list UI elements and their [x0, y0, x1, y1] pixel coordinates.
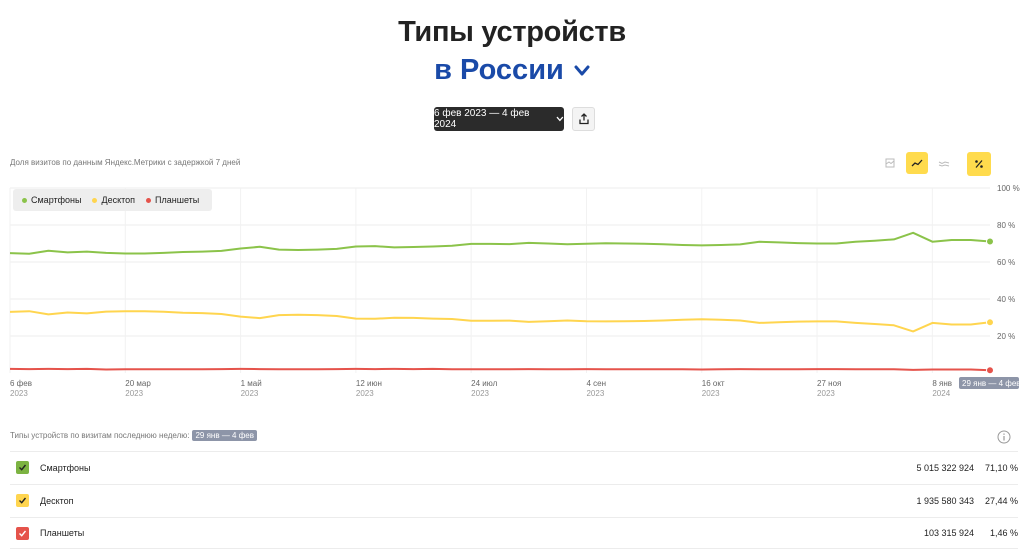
legend-dot-tablets [146, 197, 152, 203]
checkbox-desktop[interactable] [16, 494, 29, 507]
stacked-chart-icon [938, 161, 950, 167]
series-line-2 [9, 367, 991, 372]
x-tick-label: 4 сен [586, 379, 606, 388]
y-tick-label: 40 % [997, 295, 1015, 304]
chart-type-area-button[interactable] [879, 152, 901, 174]
table-row: Десктоп 1 935 580 343 27,44 % [10, 484, 1018, 516]
x-tick-year: 2023 [10, 389, 28, 398]
y-tick-label: 60 % [997, 258, 1015, 267]
legend-item-desktop[interactable]: Десктоп [92, 195, 135, 205]
check-icon [19, 530, 27, 537]
x-tick-label: 1 май [241, 379, 262, 388]
percent-toggle-button[interactable] [967, 152, 991, 176]
page-title: Типы устройств [398, 16, 626, 48]
legend-item-smartphones[interactable]: Смартфоны [22, 195, 81, 205]
legend-item-tablets[interactable]: Планшеты [146, 195, 199, 205]
legend-label-smartphones: Смартфоны [31, 195, 82, 205]
date-range-button[interactable]: 6 фев 2023 — 4 фев 2024 [434, 107, 564, 131]
chart-legend: Смартфоны Десктоп Планшеты [13, 189, 212, 211]
series-line-1 [9, 310, 991, 333]
x-tick-label: 27 ноя [817, 379, 841, 388]
table-caption: Типы устройств по визитам последнюю неде… [10, 430, 257, 441]
row-percent: 71,10 % [984, 462, 1018, 473]
row-name: Смартфоны [40, 462, 91, 473]
x-tick-label: 8 янв [932, 379, 952, 388]
series-endpoint-1 [986, 318, 994, 327]
x-tick-year: 2023 [817, 389, 835, 398]
x-tick-label: 6 фев [10, 379, 32, 388]
info-icon[interactable] [997, 430, 1011, 444]
x-tick-year: 2023 [702, 389, 720, 398]
x-tick-year: 2023 [241, 389, 259, 398]
chevron-down-icon [556, 116, 564, 122]
row-count: 1 935 580 343 [916, 495, 974, 506]
checkbox-smartphones[interactable] [16, 461, 29, 474]
table-row: Смартфоны 5 015 322 924 71,10 % [10, 451, 1018, 483]
y-tick-label: 80 % [997, 221, 1015, 230]
row-count: 103 315 924 [923, 528, 974, 538]
legend-dot-desktop [92, 197, 98, 203]
share-button[interactable] [572, 107, 595, 131]
chevron-down-icon [574, 65, 590, 76]
check-icon [19, 497, 27, 504]
check-icon [19, 464, 27, 471]
y-tick-label: 100 % [997, 184, 1020, 193]
table-row: Планшеты 103 315 924 1,46 % [10, 517, 1018, 549]
legend-dot-smartphones [22, 197, 27, 203]
highlight-badge [959, 377, 1019, 389]
region-label: в России [434, 54, 564, 86]
legend-label-tablets: Планшеты [155, 195, 200, 205]
series-endpoint-2 [986, 366, 994, 375]
area-chart-icon [885, 158, 895, 168]
y-tick-label: 20 % [997, 332, 1015, 341]
chart-type-stacked-button[interactable] [933, 152, 955, 174]
line-chart-icon [911, 159, 923, 167]
week-badge: 29 янв — 4 фев [192, 430, 257, 441]
x-tick-year: 2023 [125, 389, 143, 398]
percent-icon [975, 160, 983, 168]
x-tick-year: 2024 [932, 389, 950, 398]
share-icon [578, 113, 589, 125]
legend-label-desktop: Десктоп [101, 195, 136, 205]
series-line-0 [9, 231, 991, 255]
table-caption-text: Типы устройств по визитам последнюю неде… [10, 431, 190, 440]
row-percent: 1,46 % [989, 528, 1018, 538]
row-name: Десктоп [40, 495, 74, 506]
x-tick-year: 2023 [471, 389, 489, 398]
x-tick-year: 2023 [356, 389, 374, 398]
row-name: Планшеты [40, 528, 85, 538]
x-tick-label: 24 июл [471, 379, 497, 388]
x-tick-label: 12 июн [356, 379, 382, 388]
date-range-label: 6 фев 2023 — 4 фев 2024 [434, 108, 530, 130]
chart-type-line-button[interactable] [906, 152, 928, 174]
row-percent: 27,44 % [984, 495, 1018, 506]
row-count: 5 015 322 924 [916, 462, 974, 473]
region-selector[interactable]: в России [0, 54, 1024, 87]
x-tick-label: 16 окт [702, 379, 725, 388]
series-endpoint-0 [986, 237, 994, 246]
checkbox-tablets[interactable] [16, 526, 29, 540]
x-tick-label: 20 мар [125, 379, 151, 388]
chart-subtitle: Доля визитов по данным Яндекс.Метрики с … [10, 158, 241, 167]
x-tick-year: 2023 [586, 389, 604, 398]
highlight-label: 29 янв — 4 фев [962, 379, 1021, 388]
